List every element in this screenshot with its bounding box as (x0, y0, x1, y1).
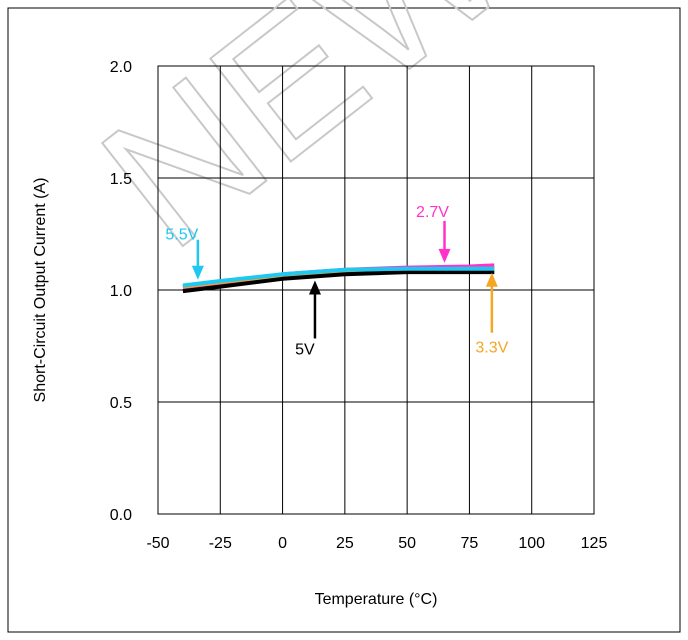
y-tick-label: 1.5 (110, 171, 132, 188)
annotation-label: 5.5V (165, 227, 198, 244)
annotation-label: 3.3V (475, 340, 508, 357)
grid (157, 65, 595, 515)
plot-area (157, 65, 595, 515)
x-tick-label: -50 (146, 535, 169, 552)
y-tick-label: 1.0 (110, 283, 132, 300)
y-tick-label: 0.5 (110, 395, 132, 412)
annotation-layer: 5.5V 2.7V 5V 3.3V (165, 204, 508, 359)
series-line-5v (182, 270, 495, 294)
x-tick-label: 50 (398, 535, 416, 552)
x-tick-label: -25 (209, 535, 232, 552)
annotation-arrow-head (438, 248, 451, 263)
x-tick-label: 25 (336, 535, 354, 552)
annotation-arrow-head (308, 280, 321, 295)
annotation-arrow-head (191, 265, 204, 280)
series-layer (182, 263, 495, 294)
annotation-2-7v: 2.7V (416, 204, 451, 263)
annotation-arrow-head (485, 272, 498, 287)
chart-frame (7, 7, 681, 633)
y-tick-label: 0.0 (110, 507, 132, 524)
x-axis-title: Temperature (°C) (315, 591, 438, 608)
annotation-5v: 5V (295, 280, 321, 358)
annotation-label: 5V (295, 341, 315, 358)
annotation-3-3v: 3.3V (475, 272, 509, 357)
annotation-5-5v: 5.5V (165, 227, 204, 280)
plot-border (157, 65, 595, 515)
x-tick-label: 0 (278, 535, 287, 552)
series-line-5-5v (182, 266, 495, 288)
y-axis-title: Short-Circuit Output Current (A) (32, 178, 49, 403)
x-tick-label: 75 (461, 535, 479, 552)
x-tick-label: 125 (581, 535, 608, 552)
x-tick-labels: -50 -25 0 25 50 75 100 125 (146, 535, 607, 552)
y-tick-labels: 0.0 0.5 1.0 1.5 2.0 (110, 59, 132, 524)
x-tick-label: 100 (518, 535, 545, 552)
y-tick-label: 2.0 (110, 59, 132, 76)
annotation-label: 2.7V (416, 204, 449, 221)
